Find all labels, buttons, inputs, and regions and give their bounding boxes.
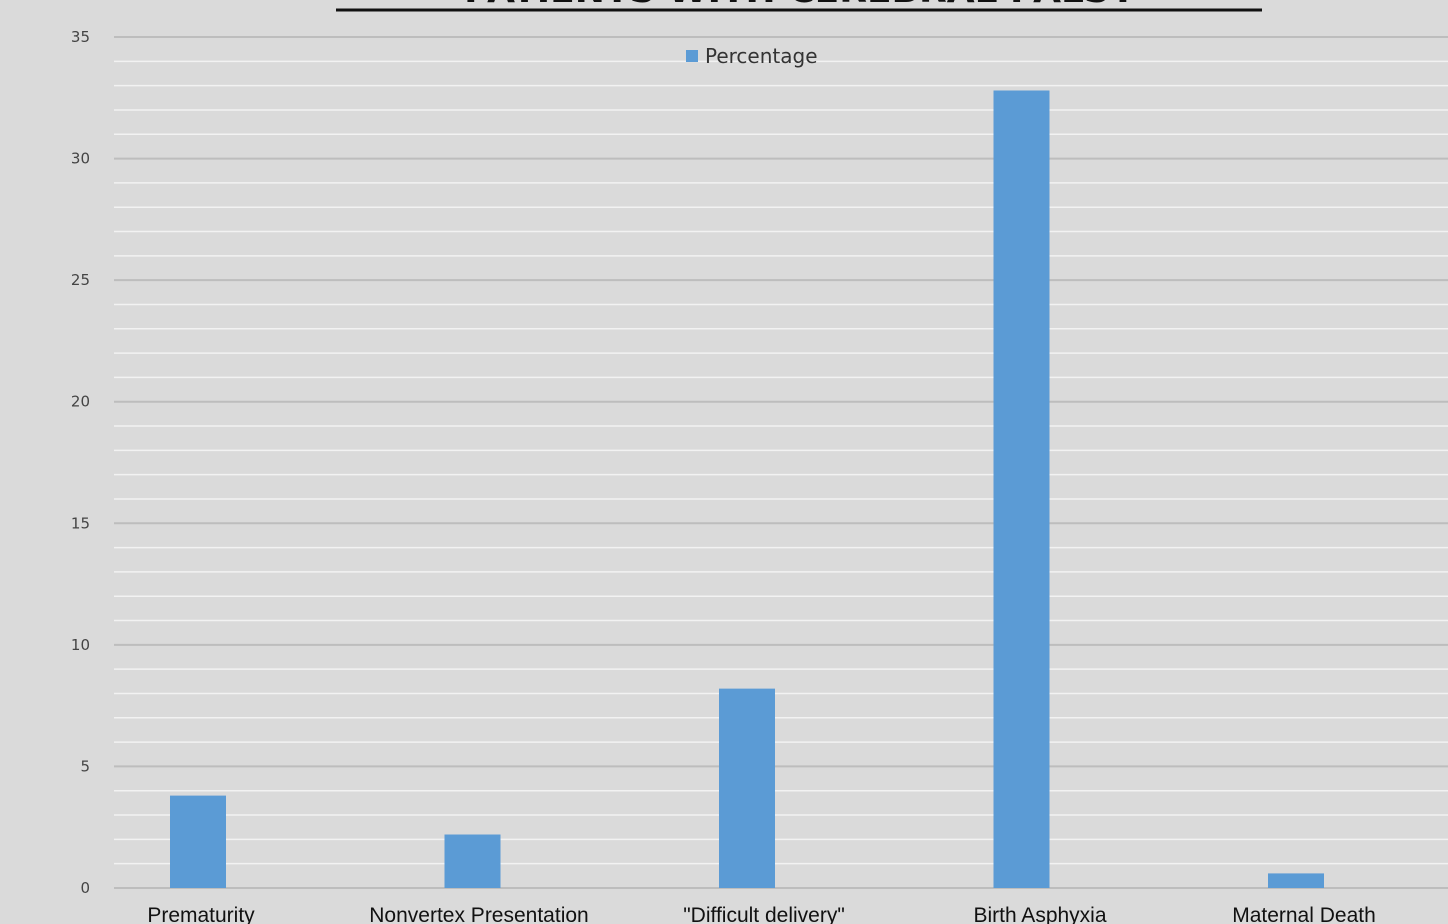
y-axis-ticks: 0 5 10 15 20 25 30 35 [71, 28, 90, 897]
x-tick-label: Maternal Death [1232, 904, 1376, 924]
x-tick-label: Nonvertex Presentation [369, 904, 588, 924]
y-tick-label: 30 [71, 150, 90, 168]
y-tick-label: 0 [80, 879, 90, 897]
x-axis-labels: Prematurity Nonvertex Presentation "Diffic… [147, 904, 1375, 924]
bar [719, 688, 775, 888]
chart-title: PATIENTS WITH CEREBRAL PALSY [464, 0, 1137, 11]
legend: Percentage [686, 44, 818, 68]
x-tick-label: Birth Asphyxia [973, 904, 1106, 924]
y-tick-label: 35 [71, 28, 90, 46]
bar [444, 834, 501, 888]
y-tick-label: 15 [71, 514, 90, 532]
y-tick-label: 20 [71, 393, 90, 411]
legend-label: Percentage [705, 44, 818, 68]
bar [170, 795, 226, 888]
y-tick-label: 25 [71, 271, 90, 289]
legend-swatch [686, 50, 698, 62]
y-tick-label: 10 [71, 636, 90, 654]
bar [1268, 873, 1324, 888]
gridlines [114, 36, 1448, 889]
bar [993, 90, 1050, 888]
bars [170, 90, 1324, 888]
x-tick-label: Prematurity [147, 904, 255, 924]
y-tick-label: 5 [80, 757, 90, 775]
x-tick-label: "Difficult delivery" [683, 904, 845, 924]
